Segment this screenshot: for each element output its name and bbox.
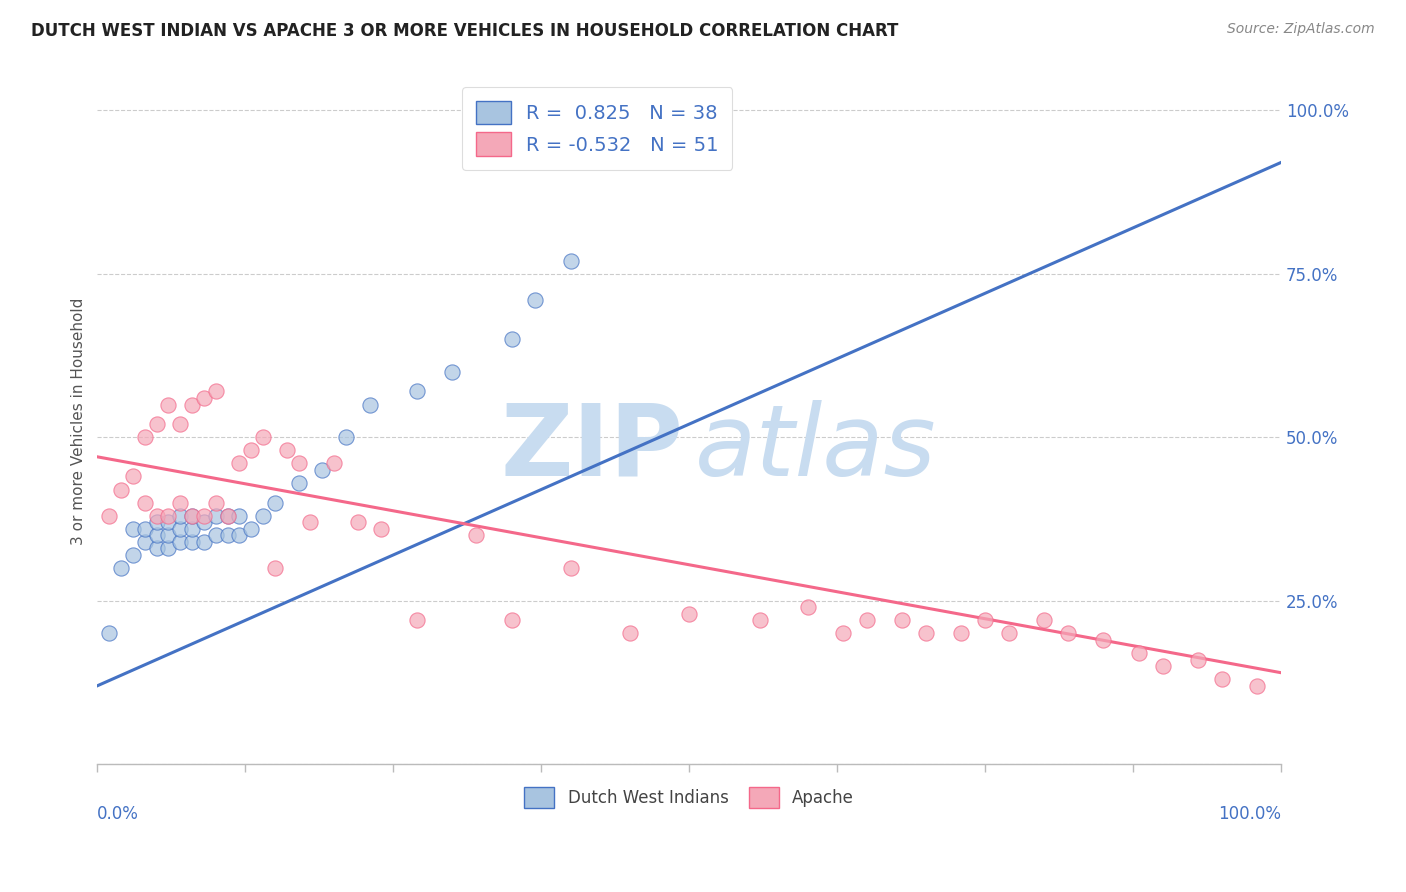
- Point: [370, 522, 392, 536]
- Point: [252, 430, 274, 444]
- Point: [950, 626, 973, 640]
- Point: [560, 253, 582, 268]
- Point: [228, 456, 250, 470]
- Point: [441, 365, 464, 379]
- Legend: Dutch West Indians, Apache: Dutch West Indians, Apache: [515, 778, 863, 818]
- Point: [264, 561, 287, 575]
- Point: [1246, 679, 1268, 693]
- Point: [145, 528, 167, 542]
- Point: [997, 626, 1019, 640]
- Point: [359, 397, 381, 411]
- Point: [169, 534, 191, 549]
- Point: [832, 626, 855, 640]
- Point: [145, 508, 167, 523]
- Point: [311, 463, 333, 477]
- Point: [287, 456, 309, 470]
- Point: [240, 443, 263, 458]
- Point: [169, 495, 191, 509]
- Point: [1092, 632, 1115, 647]
- Point: [796, 600, 818, 615]
- Point: [1128, 646, 1150, 660]
- Point: [169, 522, 191, 536]
- Point: [134, 430, 156, 444]
- Point: [193, 534, 215, 549]
- Point: [406, 384, 429, 399]
- Text: 0.0%: 0.0%: [97, 805, 139, 823]
- Point: [346, 515, 368, 529]
- Point: [157, 508, 180, 523]
- Point: [915, 626, 938, 640]
- Point: [323, 456, 346, 470]
- Point: [619, 626, 641, 640]
- Point: [181, 397, 204, 411]
- Point: [145, 417, 167, 431]
- Point: [891, 613, 914, 627]
- Point: [157, 528, 180, 542]
- Point: [121, 522, 143, 536]
- Point: [157, 515, 180, 529]
- Point: [169, 417, 191, 431]
- Point: [560, 561, 582, 575]
- Point: [228, 508, 250, 523]
- Point: [204, 495, 226, 509]
- Point: [217, 528, 239, 542]
- Point: [193, 515, 215, 529]
- Point: [157, 397, 180, 411]
- Point: [264, 495, 287, 509]
- Point: [228, 528, 250, 542]
- Point: [335, 430, 357, 444]
- Point: [110, 561, 132, 575]
- Point: [134, 534, 156, 549]
- Point: [98, 508, 121, 523]
- Point: [204, 508, 226, 523]
- Point: [134, 522, 156, 536]
- Point: [749, 613, 772, 627]
- Point: [217, 508, 239, 523]
- Point: [855, 613, 877, 627]
- Point: [121, 469, 143, 483]
- Text: 100.0%: 100.0%: [1218, 805, 1281, 823]
- Point: [1211, 672, 1233, 686]
- Point: [134, 495, 156, 509]
- Point: [299, 515, 322, 529]
- Point: [145, 541, 167, 556]
- Point: [121, 548, 143, 562]
- Point: [145, 515, 167, 529]
- Text: Source: ZipAtlas.com: Source: ZipAtlas.com: [1227, 22, 1375, 37]
- Text: DUTCH WEST INDIAN VS APACHE 3 OR MORE VEHICLES IN HOUSEHOLD CORRELATION CHART: DUTCH WEST INDIAN VS APACHE 3 OR MORE VE…: [31, 22, 898, 40]
- Point: [98, 626, 121, 640]
- Point: [181, 522, 204, 536]
- Point: [110, 483, 132, 497]
- Point: [465, 528, 488, 542]
- Point: [240, 522, 263, 536]
- Y-axis label: 3 or more Vehicles in Household: 3 or more Vehicles in Household: [72, 297, 86, 544]
- Point: [524, 293, 547, 307]
- Point: [678, 607, 700, 621]
- Point: [204, 384, 226, 399]
- Point: [501, 332, 523, 346]
- Point: [501, 613, 523, 627]
- Point: [181, 508, 204, 523]
- Text: atlas: atlas: [695, 400, 936, 497]
- Point: [287, 475, 309, 490]
- Point: [1057, 626, 1080, 640]
- Point: [1033, 613, 1056, 627]
- Point: [193, 391, 215, 405]
- Point: [204, 528, 226, 542]
- Point: [217, 508, 239, 523]
- Point: [169, 508, 191, 523]
- Text: ZIP: ZIP: [501, 400, 683, 497]
- Point: [1152, 659, 1174, 673]
- Point: [1187, 652, 1209, 666]
- Point: [193, 508, 215, 523]
- Point: [181, 534, 204, 549]
- Point: [181, 508, 204, 523]
- Point: [276, 443, 298, 458]
- Point: [974, 613, 997, 627]
- Point: [406, 613, 429, 627]
- Point: [252, 508, 274, 523]
- Point: [157, 541, 180, 556]
